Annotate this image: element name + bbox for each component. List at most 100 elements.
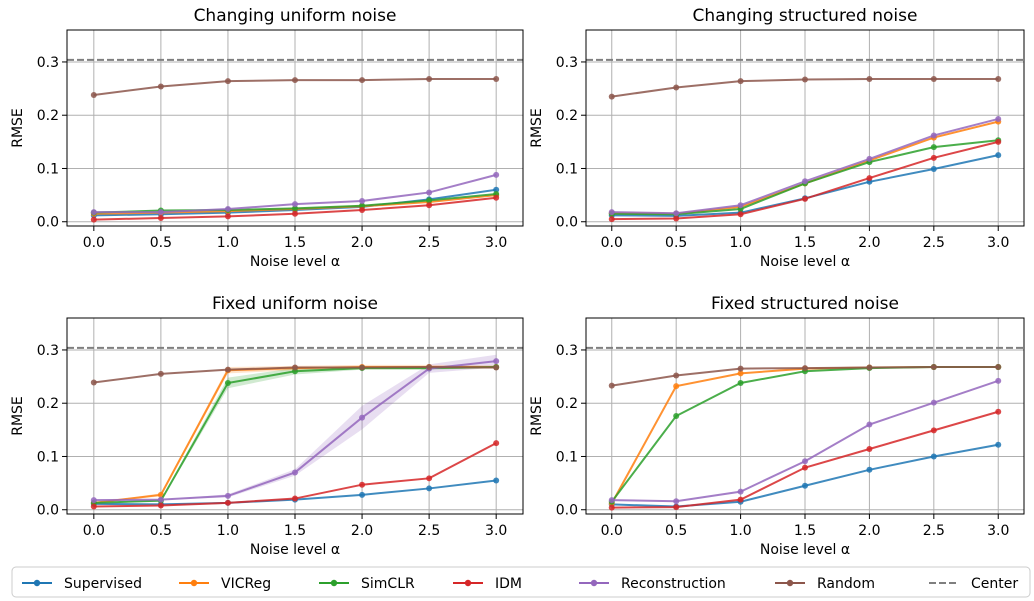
legend-marker-reconstruction — [590, 579, 598, 587]
data-point-supervised — [930, 166, 937, 173]
y-tick-label: 0.2 — [556, 396, 578, 412]
data-point-idm — [157, 215, 164, 222]
data-point-random — [157, 83, 164, 90]
data-point-idm — [292, 495, 298, 502]
x-axis-label: Noise level α — [250, 254, 340, 270]
data-point-random — [90, 91, 97, 98]
data-point-reconstruction — [224, 492, 231, 499]
y-tick-label: 0.1 — [37, 449, 59, 465]
y-tick-label: 0.2 — [37, 396, 59, 412]
data-point-reconstruction — [802, 178, 808, 185]
x-tick-label: 2.0 — [858, 523, 880, 539]
data-point-idm — [802, 464, 808, 471]
data-point-reconstruction — [90, 497, 97, 504]
data-point-random — [608, 93, 615, 100]
y-tick-label: 0.0 — [556, 503, 578, 519]
data-point-supervised — [995, 152, 1002, 159]
data-point-idm — [493, 440, 500, 447]
data-point-simclr — [930, 144, 937, 151]
y-tick-label: 0.2 — [556, 108, 578, 124]
data-point-supervised — [493, 477, 500, 484]
x-tick-label: 1.5 — [284, 523, 306, 539]
x-tick-label: 0.0 — [601, 523, 623, 539]
plot-frame — [66, 317, 524, 515]
data-point-idm — [426, 475, 433, 482]
data-point-random — [608, 382, 615, 389]
x-tick-label: 0.0 — [83, 523, 105, 539]
x-tick-label: 0.5 — [665, 235, 687, 251]
x-tick-label: 3.0 — [485, 523, 507, 539]
data-point-reconstruction — [292, 201, 298, 208]
y-tick-label: 0.3 — [37, 343, 59, 359]
x-tick-label: 2.5 — [923, 235, 945, 251]
data-point-idm — [90, 216, 97, 223]
y-tick-label: 0.0 — [37, 215, 59, 231]
y-tick-label: 0.0 — [37, 503, 59, 519]
data-point-random — [866, 364, 873, 371]
x-tick-label: 3.0 — [987, 235, 1009, 251]
x-tick-label: 1.0 — [729, 235, 751, 251]
data-point-simclr — [426, 197, 433, 204]
x-tick-label: 2.0 — [858, 235, 880, 251]
x-tick-label: 0.5 — [665, 523, 687, 539]
data-point-random — [292, 77, 298, 84]
x-tick-label: 2.0 — [351, 523, 373, 539]
legend-box — [11, 566, 1031, 598]
data-point-reconstruction — [866, 155, 873, 162]
data-point-reconstruction — [426, 189, 433, 196]
chart-title: Fixed structured noise — [711, 294, 899, 314]
data-point-idm — [802, 195, 808, 202]
data-point-supervised — [866, 466, 873, 473]
y-tick-label: 0.1 — [37, 161, 59, 177]
data-point-reconstruction — [224, 205, 231, 212]
data-point-idm — [608, 216, 615, 223]
plot-frame — [66, 29, 524, 227]
y-tick-label: 0.3 — [556, 55, 578, 71]
data-point-reconstruction — [995, 377, 1002, 384]
legend-label-vicreg: VICReg — [221, 576, 271, 592]
y-axis-label: RMSE — [529, 108, 545, 148]
x-tick-label: 1.0 — [729, 523, 751, 539]
x-tick-label: 1.5 — [794, 523, 816, 539]
data-point-random — [737, 78, 744, 85]
data-point-random — [90, 379, 97, 386]
data-point-reconstruction — [292, 469, 298, 476]
data-point-reconstruction — [608, 209, 615, 216]
data-point-idm — [930, 154, 937, 161]
chart-panel-3: 0.0 0.5 1.0 1.5 2.0 2.5 3.0 0.0 0.1 0.2 0.3 Fixed u… — [10, 294, 524, 558]
data-point-random — [426, 76, 433, 82]
legend-label-center: Center — [971, 576, 1018, 592]
data-point-supervised — [493, 186, 500, 193]
x-tick-label: 1.0 — [217, 523, 239, 539]
data-point-idm — [995, 138, 1002, 145]
data-point-idm — [359, 481, 366, 488]
data-point-random — [359, 77, 366, 84]
data-point-reconstruction — [866, 421, 873, 428]
data-point-simclr — [292, 205, 298, 212]
data-point-vicreg — [737, 370, 744, 377]
data-point-idm — [737, 496, 744, 503]
chart-panel-4: 0.0 0.5 1.0 1.5 2.0 2.5 3.0 0.0 0.1 0.2 0.3 Fixed s… — [529, 294, 1025, 558]
data-point-simclr — [737, 379, 744, 386]
legend-label-idm: IDM — [495, 576, 522, 592]
data-point-reconstruction — [493, 171, 500, 178]
data-point-reconstruction — [359, 414, 366, 421]
data-point-random — [493, 76, 500, 82]
x-axis-label: Noise level α — [760, 254, 850, 270]
chart-title: Fixed uniform noise — [212, 294, 378, 314]
data-point-idm — [224, 499, 231, 506]
chart-panel-1: 0.0 0.5 1.0 1.5 2.0 2.5 3.0 0.0 0.1 0.2 0.3 Changin… — [10, 6, 524, 270]
data-point-idm — [995, 408, 1002, 415]
data-point-reconstruction — [995, 115, 1002, 122]
data-point-idm — [930, 427, 937, 434]
data-point-simclr — [359, 202, 366, 209]
plot-frame — [585, 29, 1025, 227]
x-tick-label: 3.0 — [987, 523, 1009, 539]
y-tick-label: 0.1 — [556, 449, 578, 465]
legend: Supervised VICReg SimCLR IDM Reconstruction R… — [11, 566, 1031, 598]
y-tick-label: 0.1 — [556, 161, 578, 177]
data-point-simclr — [224, 379, 231, 386]
chart-panel-2: 0.0 0.5 1.0 1.5 2.0 2.5 3.0 0.0 0.1 0.2 0.3 Changin… — [529, 6, 1025, 270]
data-point-idm — [866, 175, 873, 182]
